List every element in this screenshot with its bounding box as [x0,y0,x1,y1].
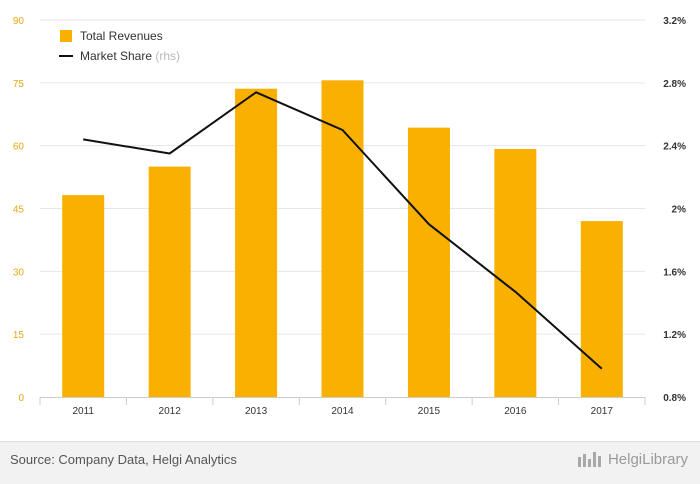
y-tick-label-left: 75 [13,79,25,90]
y-tick-label-right: 1.2% [663,330,686,341]
x-tick-label: 2017 [591,406,614,417]
legend-label-market-share: Market Share (rhs) [80,49,180,63]
bar [235,88,278,397]
x-tick-label: 2014 [331,406,354,417]
brand-name: HelgiLibrary [607,450,688,468]
y-tick-label-right: 2% [672,205,687,216]
y-tick-label-right: 1.6% [663,267,686,278]
bar-series [62,80,623,397]
bar [148,166,191,397]
x-tick-label: 2011 [72,406,94,417]
chart: 0 0.8% 15 1.2% 30 1.6% 45 2% 60 2.4% 75 2.8% 90 3.2% 2… [13,16,686,417]
y-tick-label-left: 90 [13,16,25,27]
y-tick-label-right: 0.8% [663,393,686,404]
source-note: Source: Company Data, Helgi Analytics [10,452,237,467]
legend-swatch-bar [60,30,72,42]
line-series [83,91,603,370]
y-tick-label-left: 15 [13,330,25,341]
y-tick-label-left: 60 [13,142,25,153]
y-tick-label-left: 30 [13,267,25,278]
y-tick-label-right: 3.2% [663,16,686,27]
y-tick-label-right: 2.8% [663,79,686,90]
y-tick-label-left: 45 [13,205,25,216]
legend-label-total-revenues: Total Revenues [80,29,163,43]
bar [494,149,537,397]
bar [407,127,450,397]
legend: Total Revenues Market Share (rhs) [59,29,180,63]
legend-note-rhs: (rhs) [155,49,180,63]
y-tick-label-right: 2.4% [663,142,686,153]
bar [62,195,105,397]
bar [321,80,364,397]
bar [580,221,623,397]
x-tick-label: 2013 [245,406,268,417]
x-tick-label: 2015 [418,406,441,417]
axes: 0 0.8% 15 1.2% 30 1.6% 45 2% 60 2.4% 75 2.8% 90 3.2% 2… [13,16,686,417]
x-tick-label: 2012 [159,406,182,417]
footer: Source: Company Data, Helgi Analytics He… [0,441,700,484]
brand-logo: HelgiLibrary [577,450,688,468]
x-tick-label: 2016 [504,406,527,417]
library-icon [577,452,601,467]
market-share-line [83,91,603,370]
y-tick-label-left: 0 [18,393,24,404]
